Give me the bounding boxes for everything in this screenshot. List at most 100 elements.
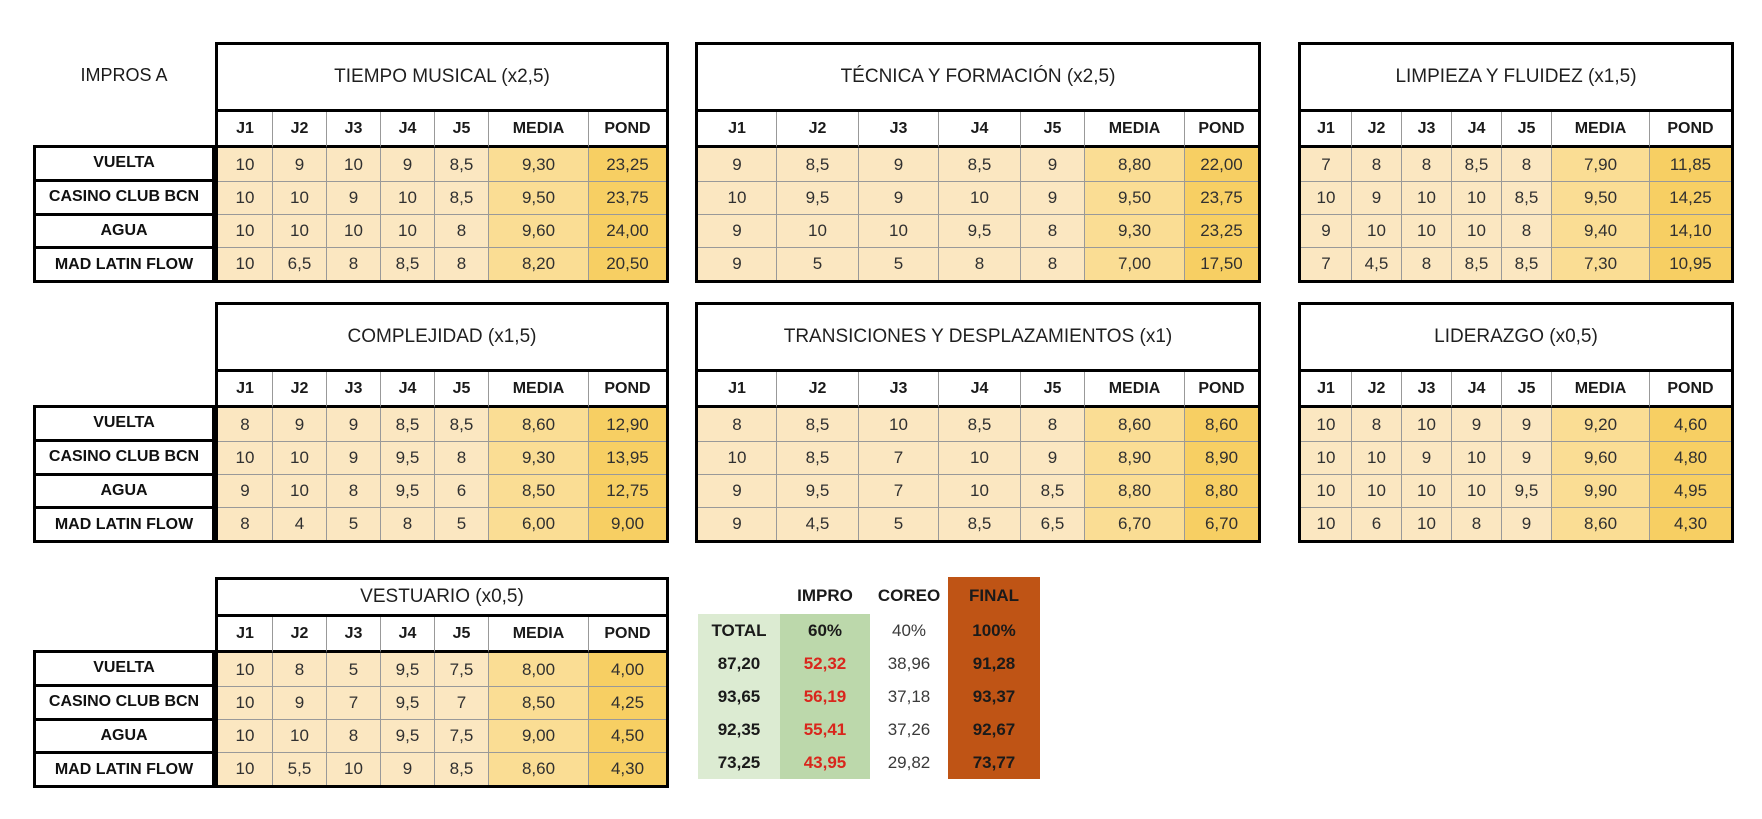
score-cell: 5	[776, 247, 858, 280]
score-cell: 10	[858, 214, 938, 247]
score-cell: 8,5	[938, 148, 1020, 181]
summary-coreo-value: 29,82	[887, 752, 931, 772]
score-cell: 7	[434, 686, 488, 719]
score-cell: 10	[1401, 408, 1451, 441]
pond-header: POND	[1649, 372, 1731, 408]
score-cell: 9	[380, 148, 434, 181]
media-cell: 9,00	[488, 719, 588, 752]
score-cell: 8,5	[434, 408, 488, 441]
team-label: MAD LATIN FLOW	[36, 506, 212, 540]
pond-cell: 8,80	[1184, 474, 1258, 507]
table-title: LIDERAZGO (x0,5)	[1301, 305, 1731, 372]
summary-subheader-final: 100%	[948, 614, 1040, 647]
sheet-label: IMPROS A	[80, 65, 168, 85]
score-cell: 10	[776, 214, 858, 247]
team-label: MAD LATIN FLOW	[36, 751, 212, 785]
score-cell: 9	[858, 181, 938, 214]
team-label: MAD LATIN FLOW	[36, 246, 212, 280]
summary-impro-value: 52,32	[780, 647, 870, 680]
score-cell: 8	[1501, 214, 1551, 247]
score-cell: 8	[1020, 247, 1084, 280]
score-cell: 10	[1401, 507, 1451, 540]
score-cell: 10	[698, 181, 776, 214]
team-labels: VUELTA CASINO CLUB BCN AGUA MAD LATIN FLOW	[33, 145, 215, 283]
score-cell: 10	[938, 474, 1020, 507]
media-header: MEDIA	[488, 372, 588, 408]
judge-header-j1: J1	[1301, 372, 1351, 408]
judge-header-j4: J4	[1451, 112, 1501, 148]
pond-cell: 11,85	[1649, 148, 1731, 181]
pond-cell: 4,80	[1649, 441, 1731, 474]
score-cell: 10	[698, 441, 776, 474]
pond-cell: 4,30	[1649, 507, 1731, 540]
score-cell: 5	[434, 507, 488, 540]
pond-cell: 12,90	[588, 408, 666, 441]
pond-cell: 23,25	[1184, 214, 1258, 247]
score-cell: 9	[1451, 408, 1501, 441]
media-cell: 8,60	[488, 752, 588, 785]
summary-final-value: 73,77	[948, 746, 1040, 779]
pond-cell: 20,50	[588, 247, 666, 280]
score-cell: 10	[218, 181, 272, 214]
score-grid: J1 J2 J3 J4 J5 MEDIA POND 7 8 8 8,5 8 7,90 11,85 10 9 10…	[1301, 112, 1731, 280]
score-cell: 9,5	[380, 474, 434, 507]
score-cell: 8,5	[1501, 247, 1551, 280]
judge-header-j2: J2	[272, 617, 326, 653]
score-cell: 8,5	[1451, 148, 1501, 181]
pond-cell: 8,60	[1184, 408, 1258, 441]
judge-header-j2: J2	[1351, 112, 1401, 148]
judge-header-j2: J2	[776, 372, 858, 408]
score-cell: 7,5	[434, 653, 488, 686]
media-cell: 9,50	[488, 181, 588, 214]
score-cell: 10	[218, 653, 272, 686]
media-cell: 9,40	[1551, 214, 1649, 247]
judge-header-j3: J3	[858, 112, 938, 148]
summary-impro-value: 56,19	[780, 680, 870, 713]
score-cell: 10	[1301, 507, 1351, 540]
score-cell: 10	[218, 719, 272, 752]
score-cell: 9	[698, 507, 776, 540]
pond-cell: 24,00	[588, 214, 666, 247]
media-cell: 9,20	[1551, 408, 1649, 441]
summary-total-value: 93,65	[698, 680, 780, 713]
score-cell: 8,5	[938, 507, 1020, 540]
media-cell: 9,30	[1084, 214, 1184, 247]
score-cell: 10	[1401, 474, 1451, 507]
score-cell: 10	[272, 719, 326, 752]
media-cell: 7,30	[1551, 247, 1649, 280]
judge-header-j1: J1	[1301, 112, 1351, 148]
judge-header-j5: J5	[1501, 372, 1551, 408]
score-cell: 9	[272, 148, 326, 181]
media-cell: 9,60	[1551, 441, 1649, 474]
judge-header-j5: J5	[1501, 112, 1551, 148]
score-table-tiempo-musical: TIEMPO MUSICAL (x2,5) J1 J2 J3 J4 J5 MEDIA POND…	[215, 42, 669, 283]
table-title: TÉCNICA Y FORMACIÓN (x2,5)	[698, 45, 1258, 112]
score-cell: 10	[1451, 474, 1501, 507]
score-cell: 6	[434, 474, 488, 507]
score-cell: 9	[272, 408, 326, 441]
score-cell: 7	[858, 474, 938, 507]
judge-header-j4: J4	[938, 372, 1020, 408]
pond-cell: 23,75	[588, 181, 666, 214]
score-cell: 8,5	[434, 148, 488, 181]
judge-header-j3: J3	[326, 617, 380, 653]
media-cell: 6,70	[1084, 507, 1184, 540]
score-cell: 8	[1020, 408, 1084, 441]
pond-cell: 23,75	[1184, 181, 1258, 214]
pond-cell: 10,95	[1649, 247, 1731, 280]
media-header: MEDIA	[488, 112, 588, 148]
pond-cell: 12,75	[588, 474, 666, 507]
pond-cell: 4,95	[1649, 474, 1731, 507]
score-cell: 10	[1401, 181, 1451, 214]
score-cell: 9	[380, 752, 434, 785]
score-cell: 8	[1451, 507, 1501, 540]
score-cell: 8	[218, 507, 272, 540]
score-cell: 10	[272, 181, 326, 214]
judge-header-j1: J1	[218, 372, 272, 408]
media-cell: 9,30	[488, 148, 588, 181]
score-cell: 9	[1401, 441, 1451, 474]
score-grid: J1 J2 J3 J4 J5 MEDIA POND 10 8 5 9,5 7,5 8,00 4,00 10 9…	[218, 617, 666, 785]
score-cell: 5	[858, 507, 938, 540]
summary-header-coreo: COREO	[877, 585, 941, 605]
